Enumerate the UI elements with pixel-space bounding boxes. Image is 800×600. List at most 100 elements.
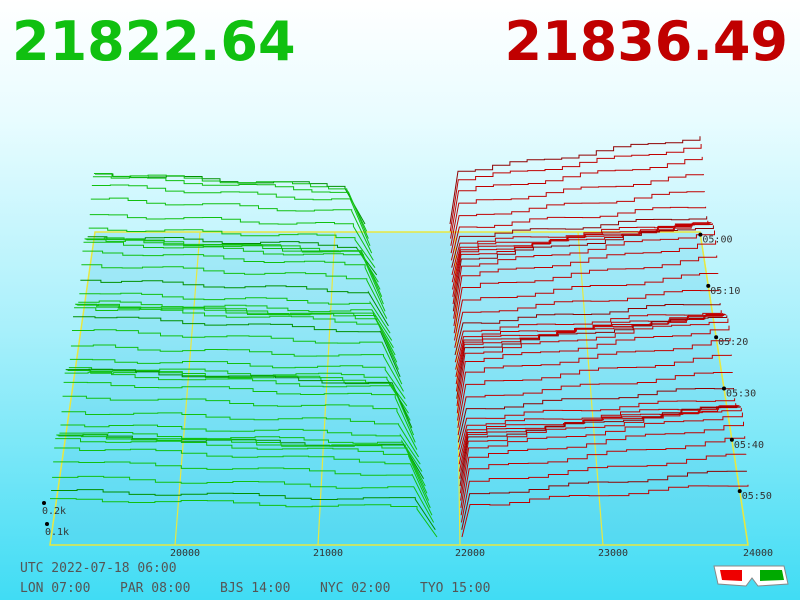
ask-curve <box>457 372 733 436</box>
price-label: 24000 <box>743 548 773 559</box>
bid-curve <box>50 498 438 538</box>
bid-curve <box>61 411 420 458</box>
time-label: 05:20 <box>718 337 748 348</box>
ask-curve <box>456 325 730 414</box>
bid-curve <box>84 237 383 297</box>
bid-curve <box>65 368 413 429</box>
ask-curve <box>450 174 704 246</box>
bid-curve <box>78 300 393 341</box>
price-label: 22000 <box>455 548 485 559</box>
ask-curve <box>455 313 723 370</box>
time-zones: LON 07:00 PAR 08:00 BJS 14:00 NYC 02:00 TYO … <box>20 581 490 596</box>
bid-curve <box>81 264 388 319</box>
price-grid-line <box>317 231 336 546</box>
ask-curve <box>454 303 721 356</box>
time-marker <box>698 232 703 237</box>
ask-curve <box>451 220 709 276</box>
bid-curve <box>93 173 368 232</box>
depth-label: 0.1k <box>45 527 69 538</box>
depth-curves <box>50 136 749 538</box>
ask-curve <box>460 436 746 516</box>
ask-curve <box>459 407 742 494</box>
bid-curve <box>60 424 421 465</box>
bid-curve <box>67 370 409 414</box>
price-label: 21000 <box>313 548 343 559</box>
bid-curve <box>51 489 436 530</box>
axis-labels: 20000 21000 22000 23000 24000 05:00 05:10 05:20… <box>42 232 773 559</box>
bid-curve <box>56 434 428 494</box>
bid-curve <box>57 434 426 487</box>
time-marker <box>737 489 742 494</box>
ask-curve <box>456 315 728 399</box>
bid-curve <box>75 303 398 363</box>
utc-time: UTC 2022-07-18 06:00 <box>20 561 177 576</box>
time-label: 05:40 <box>734 440 764 451</box>
time-marker <box>706 283 711 288</box>
time-label: 05:10 <box>710 286 740 297</box>
depth-marker <box>42 501 46 505</box>
bid-curve <box>59 432 423 472</box>
ask-curve <box>456 318 729 407</box>
bid-curve <box>71 329 403 385</box>
depth-label: 0.2k <box>42 506 66 517</box>
time-label: 05:30 <box>726 389 756 400</box>
ask-curve <box>451 216 708 268</box>
bid-curve <box>90 197 373 254</box>
ask-curve <box>453 230 715 319</box>
ask-curve <box>452 223 713 305</box>
ask-curve <box>460 453 747 523</box>
bid-price: 21822.64 <box>12 10 296 73</box>
price-label: 20000 <box>170 548 200 559</box>
bid-curve <box>92 176 369 239</box>
ask-curve <box>453 255 718 334</box>
ask-curve <box>460 421 744 508</box>
bid-curve <box>52 475 435 523</box>
zone-time: TYO 15:00 <box>420 581 490 596</box>
ask-curve <box>460 412 743 501</box>
ask-curve <box>453 240 717 326</box>
bid-curve <box>66 369 411 421</box>
time-marker <box>722 386 726 391</box>
time-marker <box>714 335 719 340</box>
bid-curve <box>79 292 391 334</box>
price-grid-line <box>174 231 201 546</box>
time-marker <box>729 437 734 442</box>
bid-curve <box>95 173 366 225</box>
zone-time: NYC 02:00 <box>320 581 390 596</box>
bid-curve <box>82 250 386 312</box>
bid-curve <box>80 279 389 327</box>
ask-curve <box>455 314 727 392</box>
zone-time: BJS 14:00 <box>220 581 290 596</box>
ask-curve <box>459 405 740 479</box>
bid-curve <box>63 381 416 443</box>
bid-curve <box>69 358 406 399</box>
bid-curve <box>74 307 399 370</box>
time-label: 05:00 <box>702 235 732 246</box>
bid-curve <box>53 461 433 516</box>
bid-curve <box>62 395 418 450</box>
ask-curve <box>457 388 734 443</box>
zone-time: LON 07:00 <box>20 581 90 596</box>
ask-curve <box>459 406 741 487</box>
ask-price: 21836.49 <box>504 10 788 73</box>
ask-curve <box>450 206 707 261</box>
3d-glasses-icon <box>713 565 789 587</box>
bid-curve <box>55 438 430 501</box>
bid-curve <box>73 316 401 378</box>
ask-curve <box>458 398 736 450</box>
ask-curve <box>461 484 749 538</box>
ask-curve <box>457 354 732 428</box>
ask-curve <box>461 470 747 530</box>
time-label: 05:50 <box>742 491 772 502</box>
bid-curve <box>83 241 384 305</box>
ask-curve <box>449 136 701 225</box>
ask-curve <box>450 156 703 239</box>
zone-time: PAR 08:00 <box>120 581 190 596</box>
depth-marker <box>45 522 49 526</box>
bid-curve <box>88 227 376 268</box>
bid-curve <box>68 367 408 407</box>
bid-curve <box>54 447 431 509</box>
ask-curve <box>453 273 719 341</box>
ask-curve <box>452 225 714 312</box>
